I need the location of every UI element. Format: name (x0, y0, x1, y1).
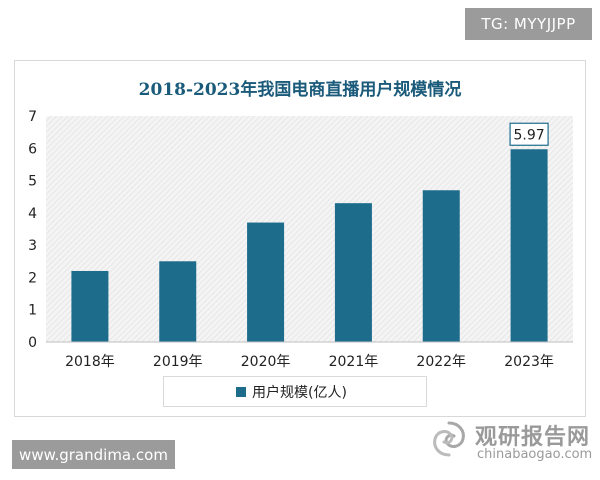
bar-2018年 (71, 270, 109, 342)
y-tick-label: 6 (28, 141, 37, 157)
bar-2022年 (422, 190, 460, 342)
bar-2021年 (334, 203, 372, 342)
y-tick-label: 5 (28, 174, 37, 190)
tg-badge: TG: MYYJJPP (465, 8, 592, 40)
bar-2023年 (510, 149, 548, 342)
y-axis: 0 1 2 3 4 5 6 7 (28, 109, 37, 351)
data-label-box (509, 122, 549, 146)
bars-group (71, 149, 548, 342)
x-tick-label: 2021年 (329, 354, 379, 370)
x-tick-label: 2023年 (504, 354, 554, 370)
data-label: 5.97 (513, 127, 544, 143)
watermark-domain: chinabaogao.com (477, 447, 593, 462)
x-tick-label: 2019年 (153, 354, 203, 370)
legend: 用户规模(亿人) (163, 376, 427, 407)
x-axis: 2018年 2019年 2020年 2021年 2022年 2023年 (46, 341, 573, 370)
x-tick-label: 2022年 (416, 354, 466, 370)
y-tick-label: 7 (28, 109, 37, 125)
y-tick-label: 2 (28, 270, 37, 286)
chart-title: 2018-2023年我国电商直播用户规模情况 (138, 80, 462, 100)
y-tick-label: 4 (28, 206, 37, 222)
legend-swatch (236, 386, 246, 397)
plot-area-background (46, 116, 573, 342)
y-tick-label: 0 (28, 335, 37, 351)
legend-label: 用户规模(亿人) (252, 384, 347, 401)
footer-badge: www.grandima.com (12, 440, 175, 469)
watermark-name: 观研报告网 (475, 425, 591, 450)
data-labels-group: 5.97 (509, 122, 549, 146)
watermark-swirl-icon (433, 421, 465, 457)
watermark-logo: 观研报告网 chinabaogao.com (429, 417, 599, 467)
bar-2020年 (247, 222, 285, 342)
bar-2019年 (159, 261, 197, 342)
x-tick-label: 2018年 (65, 354, 115, 370)
x-tick-label: 2020年 (241, 354, 291, 370)
y-tick-label: 1 (28, 303, 37, 319)
y-tick-label: 3 (28, 238, 37, 254)
